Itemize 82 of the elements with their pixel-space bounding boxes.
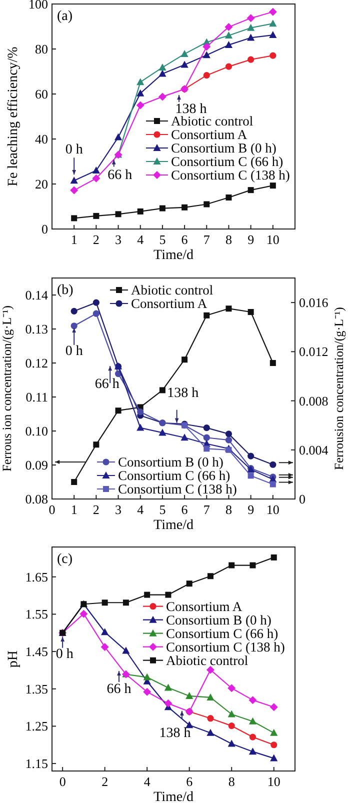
x-axis-title: Time/d bbox=[154, 518, 194, 533]
x-tick-label: 6 bbox=[186, 774, 194, 789]
legend-label: Abiotic control bbox=[131, 282, 214, 298]
x-tick-label: 10 bbox=[267, 774, 280, 789]
annotation: 66 h bbox=[94, 377, 120, 392]
x-tick-label: 9 bbox=[248, 232, 254, 247]
x-tick-label: 10 bbox=[266, 232, 280, 247]
x-tick-label: 8 bbox=[225, 232, 232, 247]
y2-tick-label: 0.008 bbox=[299, 393, 328, 408]
y-tick-label: 1.45 bbox=[25, 644, 48, 660]
y-axis-title: Fe leaching efficiency/% bbox=[6, 46, 21, 186]
y-tick-label: 1.15 bbox=[25, 756, 48, 772]
x-tick-label: 6 bbox=[181, 502, 188, 517]
annotation: (c) bbox=[57, 552, 73, 567]
x-tick-label: 8 bbox=[225, 502, 232, 517]
y-axis-title: pH bbox=[6, 650, 21, 668]
x-tick-label: 4 bbox=[137, 232, 144, 247]
x-tick-label: 7 bbox=[203, 232, 210, 247]
legend-label: Abiotic control bbox=[166, 652, 248, 668]
x-tick-label: 4 bbox=[137, 502, 144, 517]
y2-tick-label: 0.012 bbox=[299, 344, 328, 360]
legend-label: Consortium C (138 h) bbox=[118, 482, 237, 496]
y-tick-label: 0.11 bbox=[26, 390, 48, 404]
y-tick-label: 0.08 bbox=[25, 492, 48, 506]
x-tick-label: 5 bbox=[159, 232, 166, 247]
y-tick-label: 100 bbox=[28, 0, 48, 12]
x-tick-label: 1 bbox=[70, 232, 78, 247]
annotation: 138 h bbox=[159, 726, 191, 741]
legend-label: Consortium B (0 h) bbox=[166, 612, 272, 628]
annotation: 66 h bbox=[106, 682, 132, 697]
y-tick-label: 60 bbox=[35, 86, 48, 102]
legend-label: Consortium A bbox=[166, 598, 242, 614]
annotation: 0 h bbox=[56, 646, 74, 662]
y-tick-label: 1.55 bbox=[25, 606, 48, 622]
x-axis-title: Time/d bbox=[154, 248, 194, 263]
y-tick-label: 1.65 bbox=[25, 569, 48, 584]
x-tick-label: 0 bbox=[59, 774, 66, 789]
y-tick-label: 0.14 bbox=[25, 288, 48, 302]
y-tick-label: 40 bbox=[35, 132, 48, 146]
x-tick-label: 2 bbox=[92, 502, 100, 517]
y-tick-label: 20 bbox=[35, 176, 48, 192]
annotation: 0 h bbox=[65, 142, 83, 158]
y-tick-label: 0.13 bbox=[25, 322, 48, 336]
y2-tick-label: 0.016 bbox=[299, 295, 329, 310]
legend-label: Consortium C (66 h) bbox=[118, 468, 230, 483]
legend-label: Consortium B (0 h) bbox=[171, 140, 276, 156]
x-tick-label: 8 bbox=[228, 774, 235, 789]
y2-axis-title: Ferrousion concentration/(g·L⁻¹) bbox=[332, 307, 346, 470]
x-tick-label: 1 bbox=[70, 502, 78, 517]
annotation: 66 h bbox=[108, 168, 132, 183]
y-axis-title: Ferrous ion concentration/(g·L⁻¹) bbox=[0, 305, 14, 472]
x-tick-label: 9 bbox=[248, 502, 254, 517]
x-tick-label: 3 bbox=[115, 502, 122, 517]
annotation: (b) bbox=[57, 283, 74, 298]
y-tick-label: 80 bbox=[35, 42, 48, 56]
legend-label: Consortium A bbox=[171, 127, 248, 142]
x-tick-label: 10 bbox=[266, 502, 280, 517]
y2-tick-label: 0 bbox=[299, 492, 306, 506]
x-tick-label: 3 bbox=[115, 232, 122, 247]
legend-label: Consortium C (138 h) bbox=[171, 168, 290, 182]
x-tick-label: 5 bbox=[159, 502, 166, 517]
x-tick-label: 7 bbox=[203, 502, 210, 517]
y-tick-label: 0 bbox=[42, 222, 48, 236]
y-tick-label: 0.09 bbox=[25, 458, 48, 472]
y-tick-label: 0.10 bbox=[25, 424, 48, 438]
x-tick-label: 6 bbox=[181, 232, 188, 247]
x-tick-label: 2 bbox=[102, 774, 108, 789]
y-tick-label: 0.12 bbox=[25, 356, 48, 370]
legend-label: Consortium C (66 h) bbox=[166, 626, 278, 641]
x-tick-label: 2 bbox=[92, 232, 100, 247]
legend-label: Consortium A bbox=[131, 296, 208, 311]
y2-tick-label: 0.004 bbox=[299, 442, 329, 458]
y-tick-label: 1.35 bbox=[25, 681, 48, 696]
legend-label: Consortium C (66 h) bbox=[171, 154, 284, 169]
x-axis-title: Time/d bbox=[154, 790, 194, 803]
annotation: 0 h bbox=[65, 344, 83, 359]
legend-label: Consortium B (0 h) bbox=[118, 454, 224, 470]
annotation: 138 h bbox=[167, 386, 199, 401]
annotation: (a) bbox=[57, 9, 73, 24]
legend-label: Consortium C (138 h) bbox=[166, 639, 285, 654]
x-tick-label: 4 bbox=[144, 774, 151, 789]
y-tick-label: 1.25 bbox=[25, 718, 48, 734]
